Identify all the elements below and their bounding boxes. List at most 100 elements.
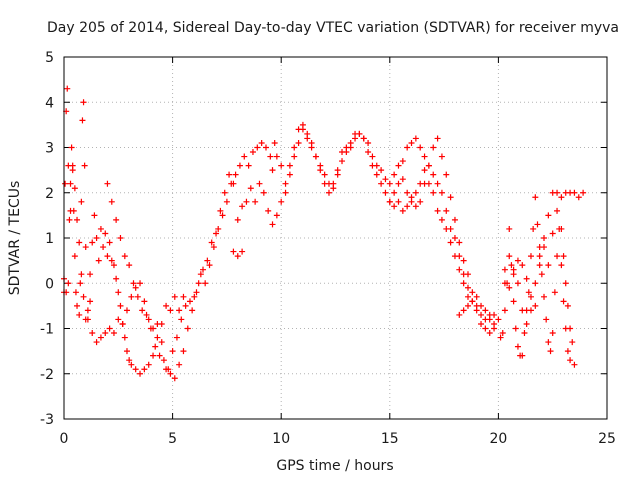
data-point <box>530 225 537 232</box>
data-point <box>87 298 94 305</box>
data-point <box>234 253 241 260</box>
data-point <box>295 139 302 146</box>
data-point <box>434 207 441 214</box>
data-point <box>486 330 493 337</box>
data-point <box>532 194 539 201</box>
data-point <box>286 162 293 169</box>
data-point <box>141 298 148 305</box>
data-point <box>482 307 489 314</box>
data-point <box>412 189 419 196</box>
data-point <box>282 180 289 187</box>
data-point <box>241 153 248 160</box>
data-point <box>208 239 215 246</box>
data-point <box>234 216 241 223</box>
data-point <box>260 189 267 196</box>
data-point <box>106 325 113 332</box>
data-point <box>195 280 202 287</box>
data-point <box>191 293 198 300</box>
data-point <box>291 144 298 151</box>
axis-ticks: 0 5 10 15 20 25 -3 -2 -1 0 1 2 3 4 5 <box>40 50 616 447</box>
data-point <box>67 180 74 187</box>
data-point <box>525 289 532 296</box>
data-point <box>104 253 111 260</box>
data-point <box>469 289 476 296</box>
data-point <box>571 361 578 368</box>
data-point <box>221 189 228 196</box>
data-point <box>412 135 419 142</box>
data-point <box>143 311 150 318</box>
data-point <box>269 221 276 228</box>
data-point <box>64 85 71 92</box>
x-tick-label: 0 <box>60 431 69 447</box>
data-point <box>554 253 561 260</box>
data-point <box>156 352 163 359</box>
data-point <box>82 244 89 251</box>
data-point <box>499 330 506 337</box>
data-point <box>430 171 437 178</box>
data-point <box>554 207 561 214</box>
y-tick-label: 5 <box>45 50 54 66</box>
data-point <box>249 149 256 156</box>
data-point <box>404 189 411 196</box>
data-point <box>219 212 226 219</box>
data-point <box>558 194 565 201</box>
data-point <box>154 334 161 341</box>
data-point <box>171 375 178 382</box>
data-point <box>110 262 117 269</box>
data-point <box>102 330 109 337</box>
data-point <box>460 257 467 264</box>
data-point <box>154 320 161 327</box>
data-point <box>265 207 272 214</box>
data-point <box>491 320 498 327</box>
data-point <box>100 244 107 251</box>
data-point <box>321 180 328 187</box>
data-point <box>399 158 406 165</box>
data-point <box>134 293 141 300</box>
data-point <box>299 121 306 128</box>
data-point <box>378 167 385 174</box>
data-point <box>447 194 454 201</box>
data-point <box>347 139 354 146</box>
data-point <box>210 244 217 251</box>
data-point <box>115 316 122 323</box>
data-point <box>197 271 204 278</box>
data-point <box>145 361 152 368</box>
data-point <box>65 280 72 287</box>
data-point <box>204 257 211 264</box>
data-point <box>282 189 289 196</box>
data-point <box>545 339 552 346</box>
data-point <box>534 221 541 228</box>
data-point <box>521 330 528 337</box>
data-point <box>567 357 574 364</box>
data-point <box>68 144 75 151</box>
data-point <box>169 348 176 355</box>
data-point <box>71 253 78 260</box>
y-tick-label: -3 <box>40 412 54 428</box>
data-point <box>554 189 561 196</box>
data-point <box>478 320 485 327</box>
data-point <box>580 189 587 196</box>
data-point <box>560 253 567 260</box>
data-point <box>373 162 380 169</box>
data-point <box>514 257 521 264</box>
data-point <box>71 185 78 192</box>
data-point <box>443 171 450 178</box>
data-point <box>404 144 411 151</box>
data-point <box>312 153 319 160</box>
data-point <box>514 343 521 350</box>
data-point <box>110 330 117 337</box>
data-point <box>438 153 445 160</box>
data-point <box>560 298 567 305</box>
data-point <box>510 271 517 278</box>
data-point <box>434 180 441 187</box>
plot-frame <box>63 56 608 420</box>
data-point <box>180 348 187 355</box>
data-point <box>102 230 109 237</box>
data-point <box>395 198 402 205</box>
data-point <box>76 239 83 246</box>
data-point <box>89 330 96 337</box>
data-point <box>430 189 437 196</box>
x-tick-label: 10 <box>272 431 290 447</box>
data-point <box>258 139 265 146</box>
data-point <box>89 239 96 246</box>
